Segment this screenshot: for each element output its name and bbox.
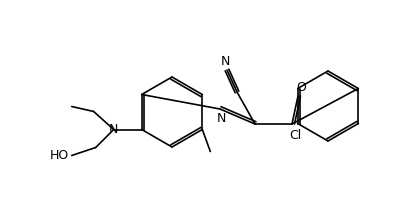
Text: Cl: Cl	[290, 129, 302, 142]
Text: N: N	[220, 54, 230, 67]
Text: N: N	[109, 123, 118, 136]
Text: N: N	[216, 112, 226, 125]
Text: O: O	[296, 80, 306, 93]
Text: HO: HO	[50, 149, 69, 162]
